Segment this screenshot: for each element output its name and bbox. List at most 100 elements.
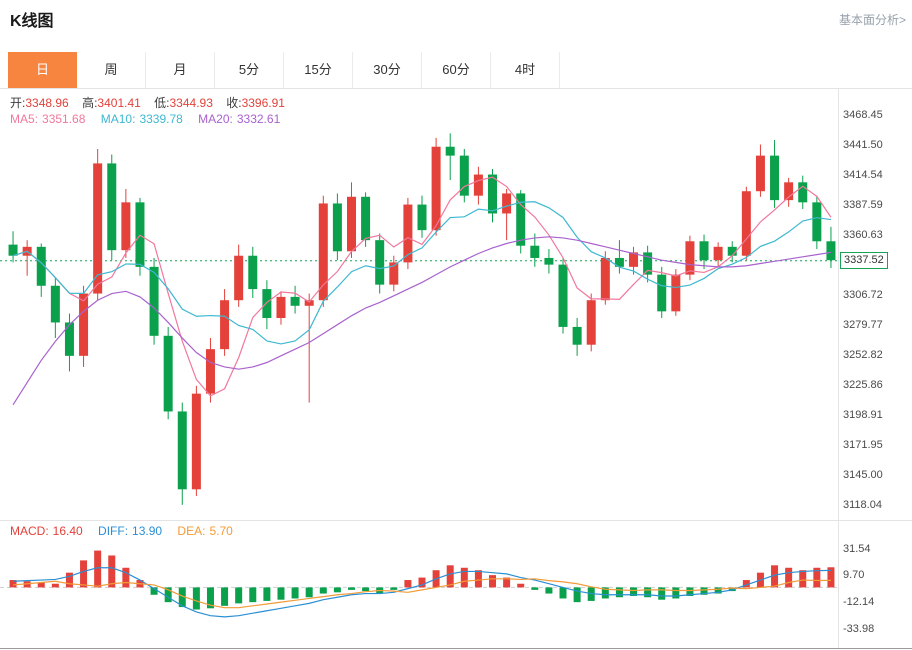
candle-body (318, 203, 328, 301)
price-axis-label: 3252.82 (843, 348, 883, 361)
candle-body (107, 163, 117, 251)
candle-body (8, 244, 18, 256)
candle-body (220, 300, 230, 350)
page-title: K线图 (10, 13, 54, 30)
fundamental-analysis-link[interactable]: 基本面分析> (838, 13, 906, 27)
macd-bar (94, 550, 102, 588)
macd-bar (573, 587, 581, 603)
macd-bar (686, 587, 694, 597)
macd-bar (827, 567, 835, 588)
period-tabbar: 日周月 5分 15分 30分 60分 4时 (8, 52, 560, 88)
candle-body (64, 322, 74, 356)
candle-body (361, 196, 371, 241)
macd-bar (347, 587, 355, 590)
tab-60min[interactable]: 60分 (422, 52, 491, 88)
diff-line (13, 567, 831, 618)
macd-bar (305, 587, 313, 598)
candle-body (276, 296, 286, 319)
candle-body (177, 411, 187, 490)
macd-bar (235, 587, 243, 604)
diff-value: 13.90 (132, 524, 163, 538)
macd-bar (587, 587, 595, 601)
macd-bar (404, 580, 412, 588)
dea-value: 5.70 (209, 524, 233, 538)
price-axis-label: 3198.91 (843, 408, 883, 421)
candle-body (741, 191, 751, 256)
ohlc-info: 开:3348.96 高:3401.41 低:3344.93 收:3396.91 (10, 94, 295, 111)
macd-info: MACD: 16.40 DIFF: 13.90 DEA: 5.70 (10, 524, 245, 538)
divider (0, 88, 912, 89)
candle-body (614, 257, 624, 267)
macd-axis-label: -33.98 (843, 623, 875, 636)
macd-bar (122, 567, 130, 588)
macd-bar (531, 587, 539, 590)
candle-body (826, 241, 836, 261)
tab-30min[interactable]: 30分 (353, 52, 422, 88)
price-axis-label: 3441.50 (843, 139, 883, 152)
ma10-line (12, 201, 832, 345)
ma10-value: 3339.78 (139, 112, 183, 126)
macd-bar (460, 567, 468, 588)
macd-bar (221, 587, 229, 606)
macd-bar (333, 587, 341, 593)
dea-line (12, 578, 831, 609)
candle-body (79, 293, 89, 356)
macd-bar (9, 580, 17, 588)
price-panel[interactable] (0, 133, 838, 505)
macd-bar (362, 587, 370, 592)
tab-week[interactable]: 周 (77, 52, 146, 88)
candle-body (389, 262, 399, 285)
macd-bar (545, 587, 553, 594)
macd-value: 16.40 (52, 524, 83, 538)
candle-body (657, 274, 667, 312)
macd-bar (51, 583, 59, 588)
macd-bar (108, 555, 116, 588)
macd-bar (263, 587, 271, 601)
tab-month[interactable]: 月 (146, 52, 215, 88)
macd-bar (559, 587, 567, 599)
tab-15min[interactable]: 15分 (284, 52, 353, 88)
macd-bar (192, 587, 200, 610)
candle-body (770, 155, 780, 201)
tab-day[interactable]: 日 (8, 52, 77, 88)
high-value: 3401.41 (97, 96, 141, 110)
candle-body (121, 202, 131, 251)
ma5-label: MA5: (10, 112, 39, 126)
tab-5min[interactable]: 5分 (215, 52, 284, 88)
macd-panel[interactable] (0, 550, 838, 618)
price-axis-label: 3225.86 (843, 378, 883, 391)
macd-bar (771, 565, 779, 588)
candle-body (163, 335, 173, 412)
macd-bar (291, 587, 299, 599)
ma5-line (12, 176, 832, 397)
candle-body (572, 326, 582, 345)
candle-body (459, 155, 469, 196)
candle-body (304, 300, 314, 306)
price-axis-label: 3360.63 (843, 229, 883, 241)
ma5-value: 3351.68 (42, 112, 86, 126)
macd-bar (615, 587, 623, 598)
macd-bar (644, 587, 652, 598)
macd-axis-label: 31.54 (843, 542, 871, 555)
candle-body (798, 182, 808, 203)
macd-bar (249, 587, 257, 603)
axis-divider (838, 88, 839, 648)
candle-body (36, 246, 46, 286)
candle-body (191, 393, 201, 490)
candle-body (488, 174, 498, 214)
candle-body (234, 255, 244, 301)
candle-body (403, 204, 413, 263)
current-price-tag: 3337.52 (840, 251, 888, 269)
candle-body (149, 266, 159, 336)
candle-body (558, 264, 568, 327)
tab-4hour[interactable]: 4时 (491, 52, 560, 88)
candle-body (93, 163, 103, 294)
macd-bar (489, 575, 497, 588)
price-axis-label: 3387.59 (843, 199, 883, 212)
ma20-value: 3332.61 (236, 112, 281, 126)
candle-body (248, 255, 258, 290)
candle-body (699, 241, 709, 261)
candle-body (727, 246, 737, 256)
